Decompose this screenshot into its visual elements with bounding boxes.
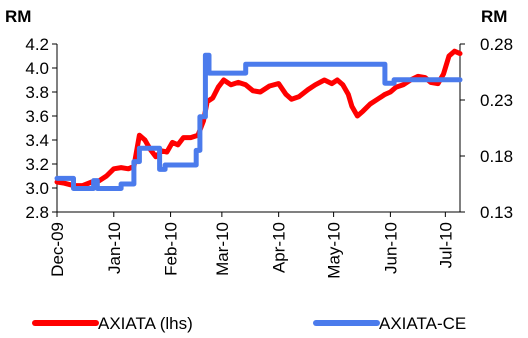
x-tick-label: Apr-10 [270,222,289,273]
left-tick-label: 3.4 [25,131,49,150]
x-tick-label: May-10 [325,222,344,279]
left-tick-label: 3.0 [25,179,49,198]
right-tick-label: 0.28 [480,35,513,54]
right-tick-label: 0.13 [480,203,513,222]
legend-label-axiata: AXIATA (lhs) [98,314,193,333]
x-tick-label: Jun-10 [381,222,400,274]
right-axis-title: RM [481,7,507,26]
right-axis: 0.28 0.23 0.18 0.13 [460,35,513,222]
x-axis: Dec-09 Jan-10 Feb-10 Mar-10 Apr-10 May-10 Jun-… [48,212,460,279]
left-tick-label: 3.6 [25,107,49,126]
plot-area [57,51,460,188]
x-tick-label: Jul-10 [436,222,455,268]
legend-label-axiata-ce: AXIATA-CE [379,314,466,333]
left-tick-label: 3.8 [25,83,49,102]
right-tick-label: 0.23 [480,91,513,110]
left-tick-label: 2.8 [25,203,49,222]
legend: AXIATA (lhs) AXIATA-CE [35,314,466,333]
series-line-axiata [57,51,460,185]
left-tick-label: 3.2 [25,155,49,174]
x-tick-label: Feb-10 [162,222,181,276]
left-tick-label: 4.2 [25,35,49,54]
right-tick-label: 0.18 [480,147,513,166]
left-tick-label: 4.0 [25,59,49,78]
x-tick-label: Jan-10 [105,222,124,274]
left-axis-title: RM [5,7,31,26]
x-tick-label: Mar-10 [213,222,232,276]
x-tick-label: Dec-09 [48,222,67,277]
left-axis: 4.2 4.0 3.8 3.6 3.4 3.2 3.0 2.8 [25,35,57,222]
